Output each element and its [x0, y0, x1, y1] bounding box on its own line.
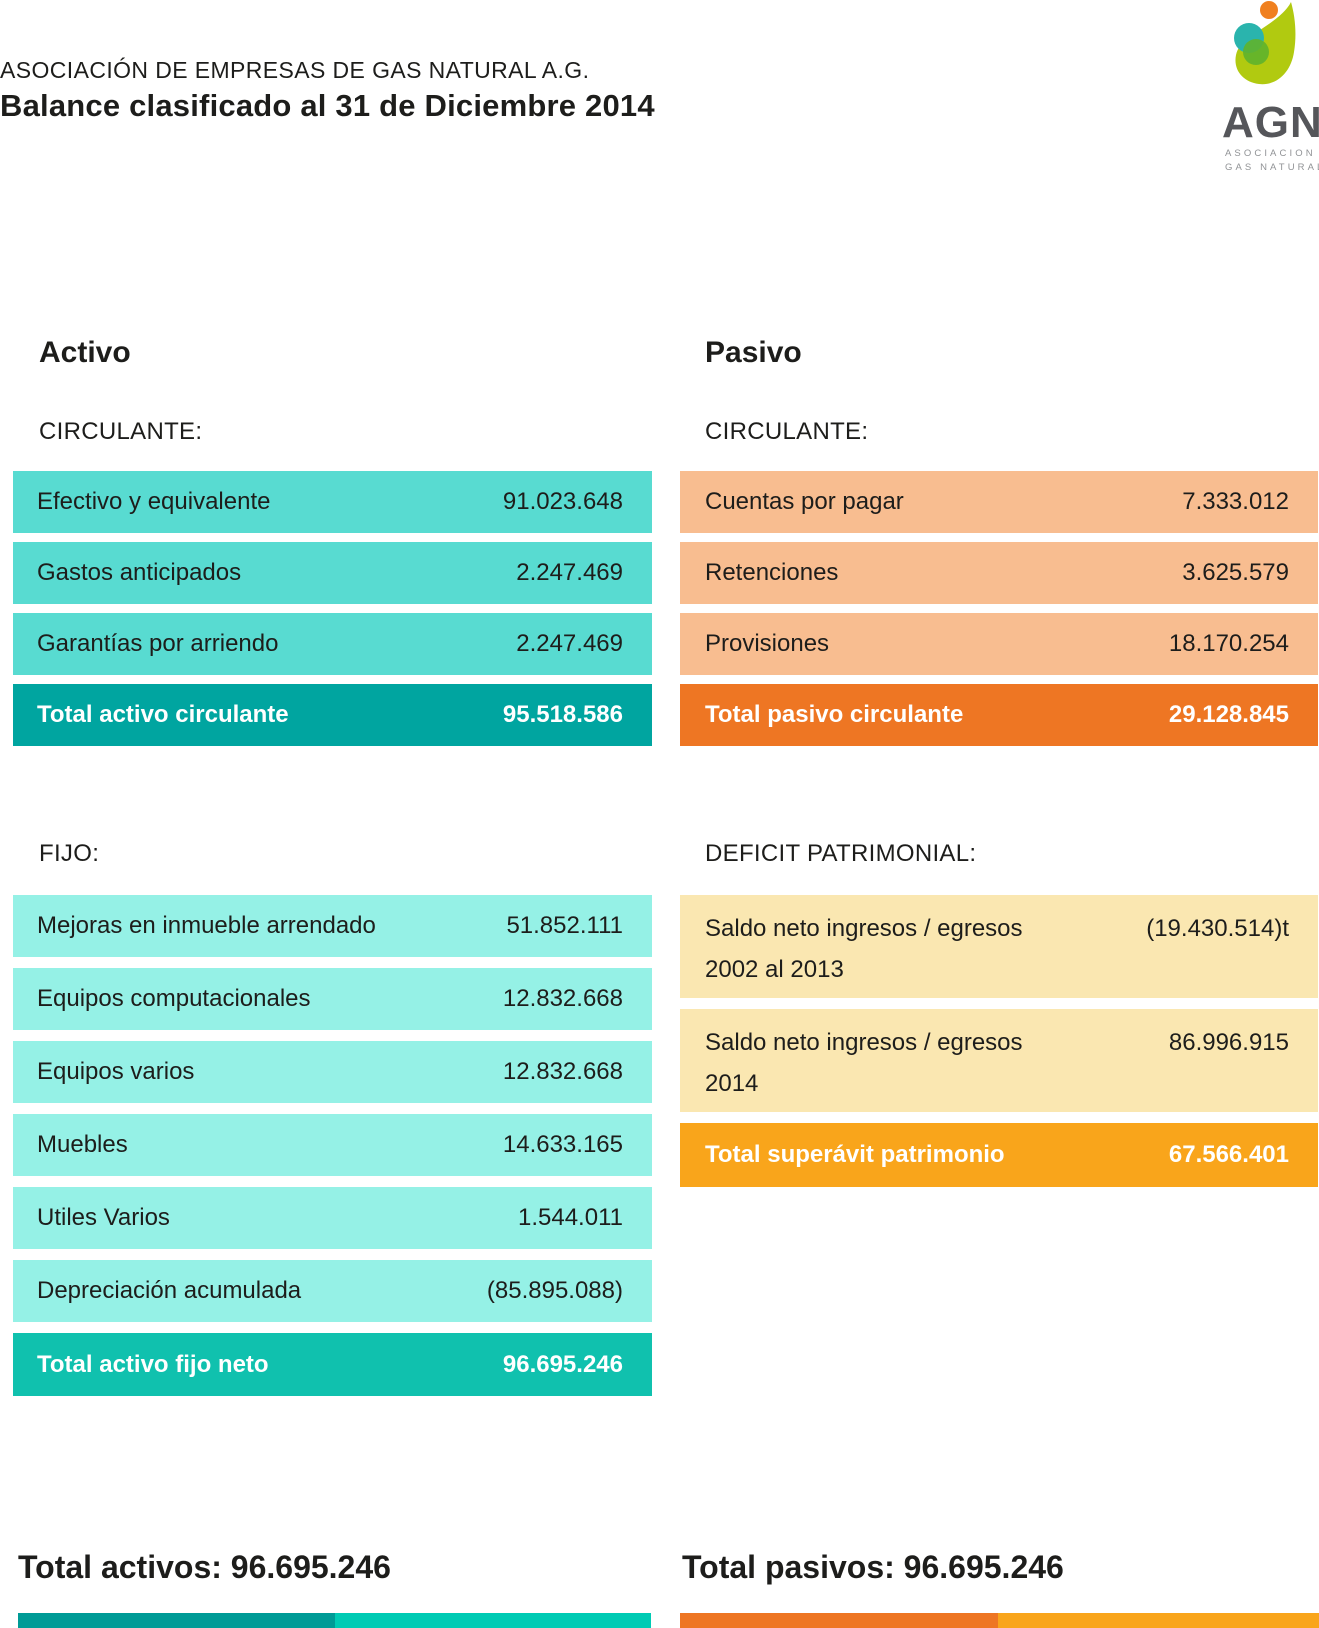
row-cuentas-por-pagar: Cuentas por pagar 7.333.012	[680, 471, 1318, 533]
logo-subtitle: ASOCIACION GAS NATURAL	[1225, 147, 1319, 175]
total-pasivos-summary: Total pasivos: 96.695.246	[682, 1549, 1064, 1585]
row-value: 86.996.915	[1168, 1029, 1289, 1056]
logo-acronym: AGN	[1222, 98, 1319, 147]
agn-logo: AGN ASOCIACION GAS NATURAL	[1180, 0, 1319, 180]
row-mejoras-inmueble-arrendado: Mejoras en inmueble arrendado 51.852.111	[13, 895, 652, 957]
row-label: Retenciones	[705, 559, 839, 586]
row-label: Saldo neto ingresos / egresos 2014	[705, 1029, 1023, 1097]
row-efectivo-y-equivalente: Efectivo y equivalente 91.023.648	[13, 471, 652, 533]
pasivo-circulante-heading: CIRCULANTE:	[705, 418, 869, 445]
activo-circulante-heading: CIRCULANTE:	[39, 418, 203, 445]
row-provisiones: Provisiones 18.170.254	[680, 613, 1318, 675]
row-label: Provisiones	[705, 630, 830, 657]
superavit-bar-segment	[998, 1613, 1319, 1628]
row-value: 2.247.469	[516, 559, 623, 586]
row-label: Depreciación acumulada	[37, 1277, 302, 1304]
row-label: Garantías por arriendo	[37, 630, 279, 657]
total-activos-summary: Total activos: 96.695.246	[18, 1549, 391, 1585]
row-label: Efectivo y equivalente	[37, 488, 271, 515]
row-saldo-neto-2002-2013: Saldo neto ingresos / egresos 2002 al 20…	[680, 895, 1318, 998]
row-label: Saldo neto ingresos / egresos 2002 al 20…	[705, 915, 1023, 983]
row-saldo-neto-2014: Saldo neto ingresos / egresos 2014 86.99…	[680, 1009, 1318, 1112]
document-title: Balance clasificado al 31 de Diciembre 2…	[0, 88, 655, 123]
activo-fijo-heading: FIJO:	[39, 840, 100, 867]
deficit-patrimonial-heading: DEFICIT PATRIMONIAL:	[705, 840, 977, 867]
row-label: Mejoras en inmueble arrendado	[37, 912, 376, 939]
row-muebles: Muebles 14.633.165	[13, 1114, 652, 1176]
row-label: Total activo fijo neto	[37, 1350, 269, 1378]
row-value: (85.895.088)	[486, 1277, 623, 1304]
row-value: 12.832.668	[502, 1058, 623, 1085]
agn-leaf-icon	[1234, 1, 1296, 85]
row-total-superavit-patrimonio: Total superávit patrimonio 67.566.401	[680, 1123, 1318, 1187]
row-total-pasivo-circulante: Total pasivo circulante 29.128.845	[680, 684, 1318, 746]
row-label: Total pasivo circulante	[705, 701, 964, 728]
row-value: 7.333.012	[1182, 488, 1289, 515]
activo-fijo-bar-segment	[335, 1613, 651, 1628]
row-label: Cuentas por pagar	[705, 488, 904, 515]
row-retenciones: Retenciones 3.625.579	[680, 542, 1318, 604]
row-value: 12.832.668	[502, 985, 623, 1012]
row-total-activo-circulante: Total activo circulante 95.518.586	[13, 684, 652, 746]
row-label: Utiles Varios	[37, 1204, 170, 1231]
organization-name: ASOCIACIÓN DE EMPRESAS DE GAS NATURAL A.…	[0, 57, 590, 83]
row-equipos-varios: Equipos varios 12.832.668	[13, 1041, 652, 1103]
logo-subtitle-line1: ASOCIACION	[1225, 148, 1316, 159]
row-value: 2.247.469	[516, 630, 623, 657]
activo-proportion-bar	[18, 1613, 651, 1628]
row-value: 91.023.648	[502, 488, 623, 515]
row-value: 96.695.246	[502, 1350, 623, 1378]
row-label: Muebles	[37, 1131, 128, 1158]
row-gastos-anticipados: Gastos anticipados 2.247.469	[13, 542, 652, 604]
pasivo-circulante-bar-segment	[680, 1613, 998, 1628]
row-label: Total activo circulante	[37, 701, 289, 728]
row-value: 95.518.586	[502, 701, 623, 728]
row-value: 18.170.254	[1168, 630, 1289, 657]
row-value: 67.566.401	[1168, 1141, 1289, 1168]
row-label: Total superávit patrimonio	[705, 1141, 1005, 1168]
row-label: Equipos varios	[37, 1058, 195, 1085]
row-value: 3.625.579	[1182, 559, 1289, 586]
row-depreciacion-acumulada: Depreciación acumulada (85.895.088)	[13, 1260, 652, 1322]
pasivo-heading: Pasivo	[705, 336, 802, 369]
row-value: 1.544.011	[518, 1204, 623, 1231]
row-utiles-varios: Utiles Varios 1.544.011	[13, 1187, 652, 1249]
activo-heading: Activo	[39, 336, 131, 369]
row-label: Gastos anticipados	[37, 559, 242, 586]
row-value: 14.633.165	[502, 1131, 623, 1158]
row-value: 51.852.111	[506, 912, 623, 939]
row-value: 29.128.845	[1168, 701, 1289, 728]
logo-subtitle-line2: GAS NATURAL	[1225, 162, 1319, 173]
row-total-activo-fijo-neto: Total activo fijo neto 96.695.246	[13, 1333, 652, 1396]
row-equipos-computacionales: Equipos computacionales 12.832.668	[13, 968, 652, 1030]
pasivo-proportion-bar	[680, 1613, 1319, 1628]
activo-circulante-bar-segment	[18, 1613, 335, 1628]
row-value: (19.430.514)t	[1146, 915, 1289, 942]
row-label: Equipos computacionales	[37, 985, 311, 1012]
row-garantias-por-arriendo: Garantías por arriendo 2.247.469	[13, 613, 652, 675]
